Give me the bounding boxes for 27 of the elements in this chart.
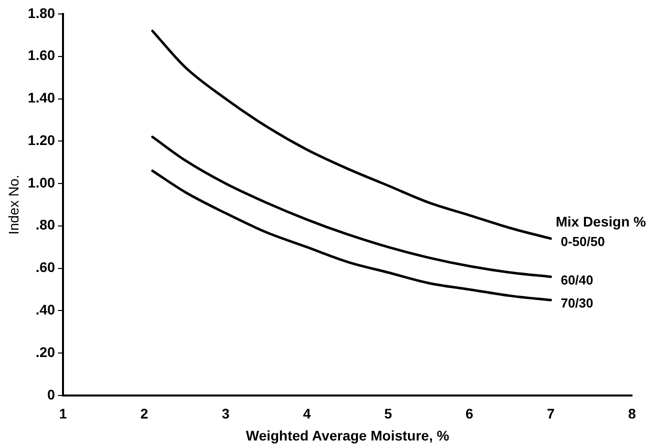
x-axis-title: Weighted Average Moisture, % bbox=[246, 427, 450, 444]
y-axis-title: Index No. bbox=[5, 174, 22, 235]
y-tick-label: .80 bbox=[36, 216, 56, 233]
y-tick-label: .20 bbox=[36, 344, 56, 360]
x-tick-label: 5 bbox=[384, 406, 392, 422]
x-tick-label: 2 bbox=[140, 406, 148, 422]
y-tick-label: 1.20 bbox=[28, 132, 56, 148]
y-tick-label: 1.40 bbox=[28, 90, 56, 106]
y-tick-label: 1.00 bbox=[28, 174, 56, 190]
x-tick-label: 1 bbox=[59, 406, 68, 422]
x-tick-label: 6 bbox=[466, 406, 474, 422]
y-tick-label: .60 bbox=[36, 259, 56, 276]
y-tick-label: 1.80 bbox=[28, 4, 56, 21]
x-tick-label: 4 bbox=[302, 406, 311, 422]
series-label: 60/40 bbox=[560, 272, 594, 288]
x-tick-label: 7 bbox=[546, 406, 555, 422]
x-tick-label: 3 bbox=[222, 406, 230, 422]
x-tick-label: 8 bbox=[628, 406, 636, 422]
line-series bbox=[151, 30, 552, 240]
line-series bbox=[151, 136, 552, 278]
series-label: 0-50/50 bbox=[560, 234, 605, 250]
legend-title: Mix Design % bbox=[556, 213, 647, 230]
y-tick-label: 1.60 bbox=[28, 47, 56, 64]
line-series bbox=[151, 170, 552, 302]
series-label: 70/30 bbox=[560, 296, 594, 311]
y-tick-label: 0 bbox=[47, 386, 56, 402]
y-tick-label: .40 bbox=[36, 302, 56, 318]
